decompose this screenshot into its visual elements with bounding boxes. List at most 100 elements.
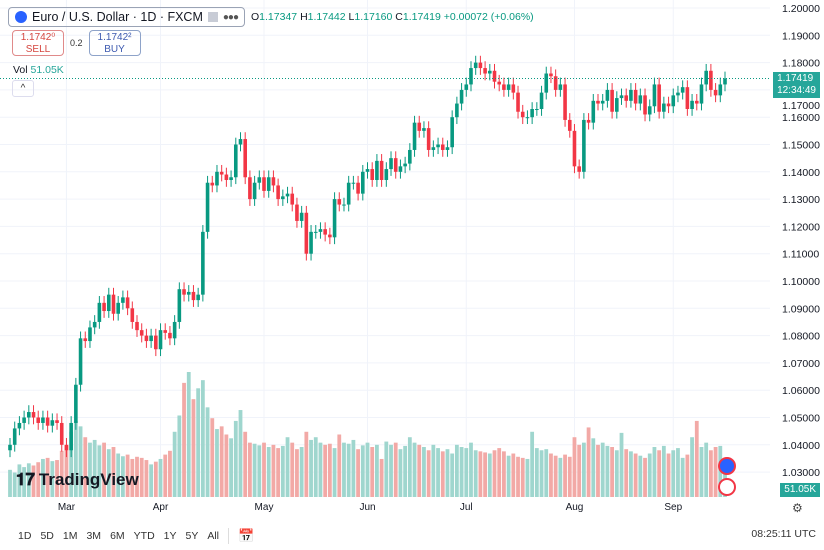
tf-1y[interactable]: 1Y: [163, 530, 177, 542]
price-axis-label: 1.07000: [782, 358, 820, 370]
collapse-legend-button[interactable]: ^: [12, 80, 34, 97]
tf-1d[interactable]: 1D: [18, 530, 32, 542]
volume-bar: [50, 461, 55, 497]
candle: [27, 412, 31, 418]
tf-1m[interactable]: 1M: [62, 530, 78, 542]
volume-bar: [591, 438, 596, 497]
go-to-date-calendar-icon[interactable]: 📅: [238, 528, 255, 543]
candle: [323, 229, 327, 235]
tf-ytd[interactable]: YTD: [133, 530, 155, 542]
candle: [450, 117, 454, 148]
volume-bar: [262, 442, 266, 497]
tf-6m[interactable]: 6M: [110, 530, 125, 542]
candle: [389, 158, 393, 170]
candle: [723, 78, 727, 85]
candle: [440, 144, 445, 150]
settings-icon[interactable]: ⚙: [792, 501, 803, 515]
volume-bar: [73, 420, 78, 497]
candle: [412, 122, 417, 150]
candle: [102, 302, 106, 312]
volume-bar: [685, 454, 690, 497]
candle: [393, 158, 398, 172]
candle: [699, 84, 704, 104]
volume-bar: [586, 427, 591, 497]
volume-bar: [210, 418, 215, 497]
tf-all[interactable]: All: [207, 530, 220, 542]
tf-5y[interactable]: 5Y: [185, 530, 199, 542]
candle: [154, 335, 158, 350]
candle: [591, 100, 596, 123]
volume-bar: [149, 464, 154, 497]
candle: [116, 302, 120, 314]
volume-bar: [469, 442, 473, 497]
price-axis-label: 1.04000: [782, 440, 820, 452]
price-axis-label: 1.19000: [782, 30, 820, 42]
candle: [530, 109, 534, 118]
volume-bar: [619, 432, 624, 497]
volume-bar: [567, 456, 572, 497]
spread: 0.2: [70, 38, 83, 48]
volume-bar: [31, 465, 36, 497]
volume-bar: [318, 442, 323, 497]
candle: [31, 412, 36, 418]
volume-bar: [342, 442, 346, 497]
volume-bar: [271, 444, 276, 497]
volume-bar: [412, 442, 417, 497]
candle: [163, 330, 168, 333]
volume-bar: [464, 448, 469, 497]
volume-bar: [125, 454, 130, 497]
candle: [182, 289, 186, 295]
candle: [59, 422, 64, 445]
candle: [356, 182, 360, 194]
volume-bar: [384, 441, 389, 497]
candle: [657, 84, 661, 112]
price-axis-label: 1.06000: [782, 385, 820, 397]
volume-bar: [323, 444, 328, 497]
volume-bar: [379, 458, 384, 497]
volume-bar: [346, 443, 351, 497]
tf-5d[interactable]: 5D: [40, 530, 54, 542]
candle: [624, 95, 629, 101]
candle: [64, 444, 69, 451]
volume-bar: [643, 457, 647, 497]
candle: [638, 95, 643, 104]
price-axis-label: 1.20000: [782, 3, 820, 15]
candle: [111, 294, 116, 314]
price-axis-label: 1.18000: [782, 58, 820, 70]
candle: [398, 166, 403, 172]
volume-bar: [130, 458, 135, 497]
candle: [248, 177, 252, 200]
candle: [97, 302, 102, 322]
volume-bar: [657, 450, 662, 497]
candle: [177, 289, 182, 322]
candle: [488, 70, 492, 74]
candle: [483, 68, 487, 74]
volume-bar: [356, 449, 360, 497]
symbol-selector[interactable]: Euro / U.S. Dollar · 1D · FXCM ●●●: [8, 7, 245, 27]
volume-bar: [285, 437, 290, 497]
candle: [285, 193, 290, 197]
more-icon[interactable]: ●●●: [222, 11, 239, 23]
candle: [201, 231, 205, 295]
clock[interactable]: 08:25:11 UTC: [751, 528, 816, 540]
volume-bar: [205, 407, 210, 497]
candle: [360, 171, 365, 194]
buy-button[interactable]: 1.1742² BUY: [88, 30, 141, 56]
candle: [582, 119, 586, 172]
volume-bar: [299, 447, 304, 497]
volume-bar: [41, 458, 45, 497]
candle: [610, 89, 614, 112]
price-axis-label: 1.05000: [782, 413, 820, 425]
volume-bar: [431, 444, 436, 497]
volume-bar: [581, 442, 586, 497]
candle: [233, 144, 238, 178]
volume-bar: [422, 447, 426, 497]
volume-bar: [365, 442, 370, 497]
candle: [426, 128, 431, 150]
candle: [619, 95, 624, 99]
sell-button[interactable]: 1.1742⁰ SELL: [12, 30, 64, 56]
candle: [459, 89, 464, 104]
volume-bar: [445, 449, 450, 497]
tf-3m[interactable]: 3M: [86, 530, 102, 542]
